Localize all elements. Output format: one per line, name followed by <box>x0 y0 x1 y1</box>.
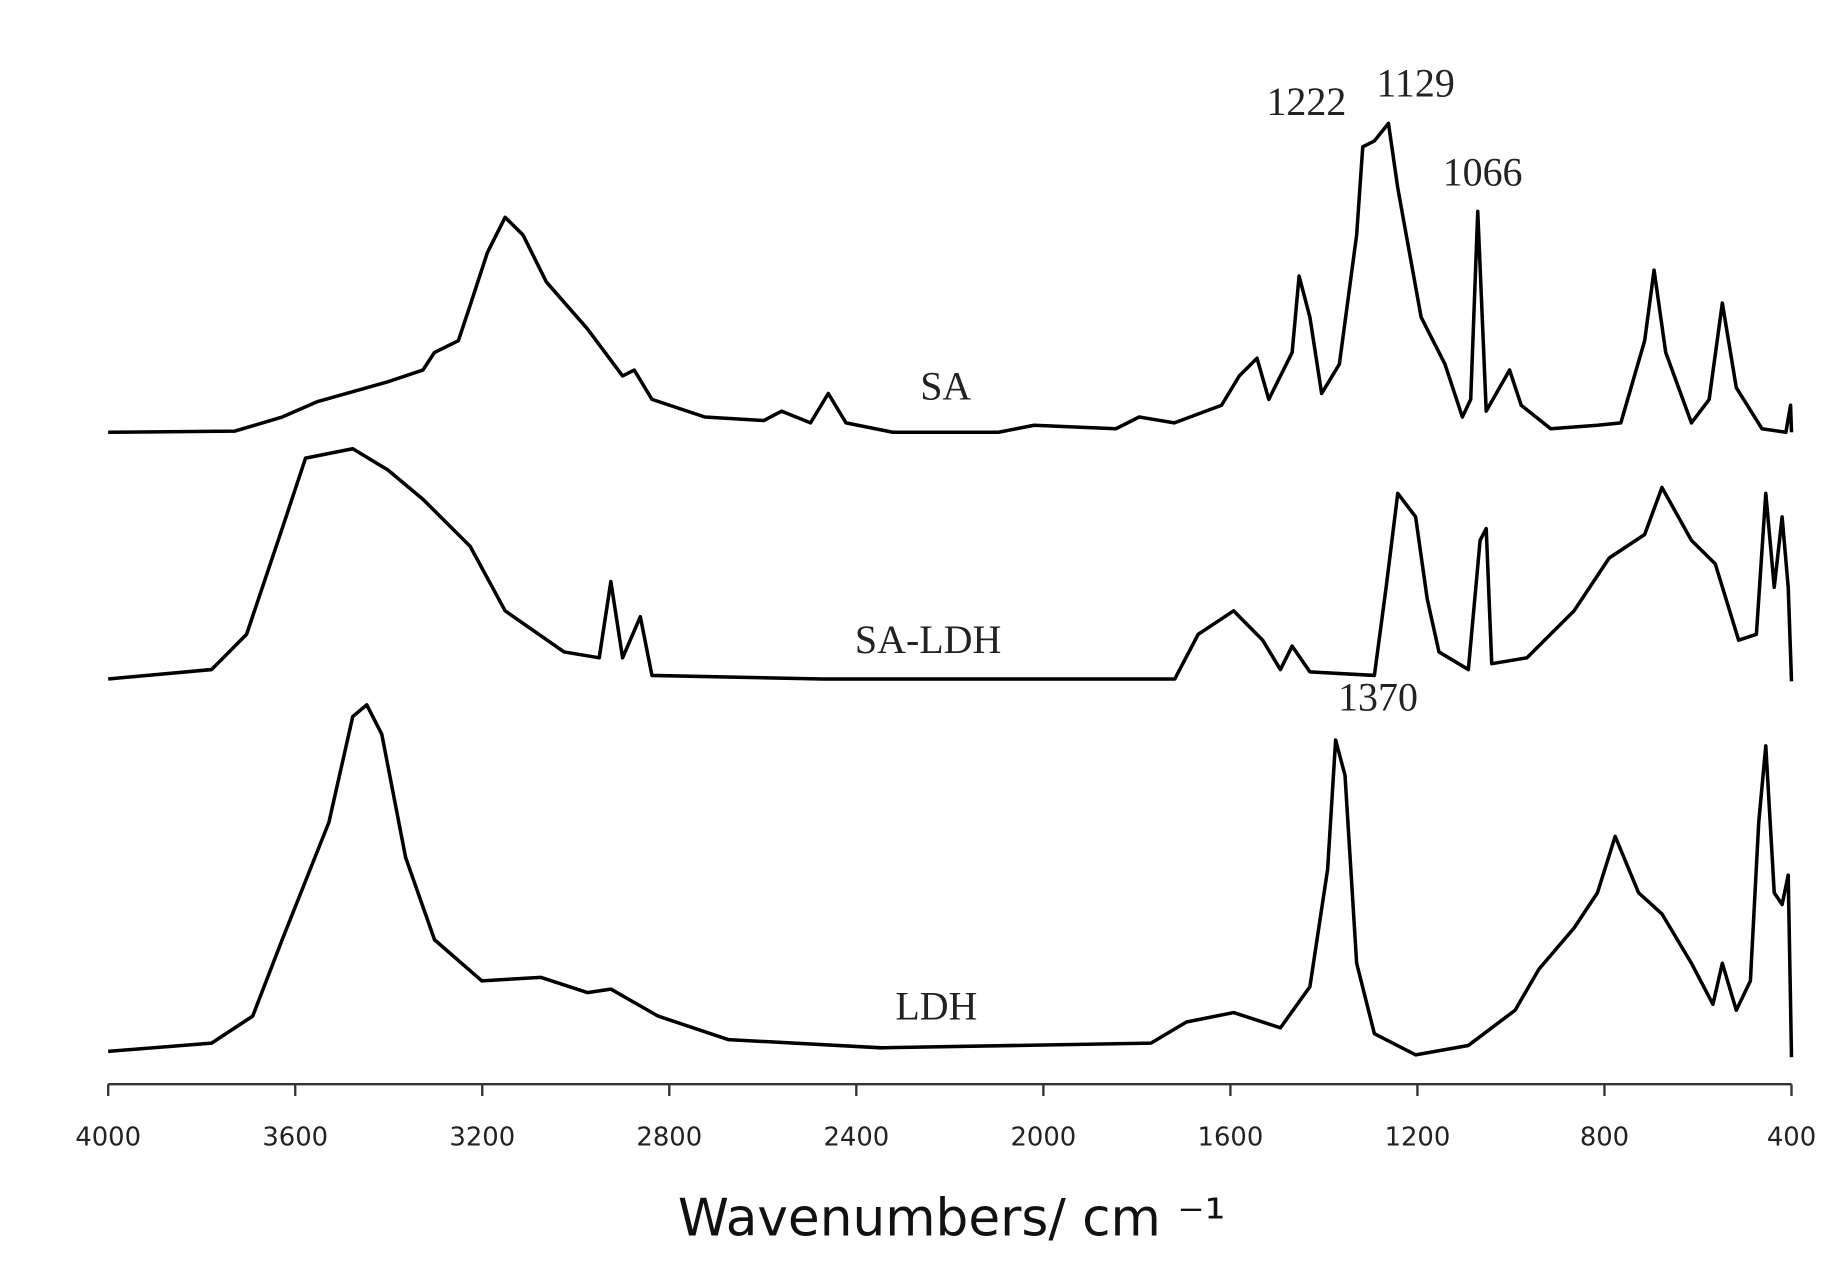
x-tick-label: 1600 <box>1198 1122 1264 1152</box>
x-tick-label: 2000 <box>1011 1122 1077 1152</box>
series-label: LDH <box>895 984 977 1029</box>
x-axis-label: Wavenumbers/ cm ⁻¹ <box>678 1189 1225 1249</box>
series-label: SA <box>920 363 971 408</box>
series-label: SA-LDH <box>855 617 1001 662</box>
x-tick-label: 400 <box>1767 1122 1816 1152</box>
x-tick-label: 800 <box>1580 1122 1629 1152</box>
x-tick-label: 1200 <box>1385 1122 1451 1152</box>
peak-annotation: 1370 <box>1338 675 1418 720</box>
spectrum-line <box>108 446 1794 682</box>
x-tick-label: 2800 <box>636 1122 702 1152</box>
x-tick-label: 3200 <box>449 1122 515 1152</box>
peak-annotation: 1129 <box>1376 60 1454 105</box>
peak-annotation: 1066 <box>1443 150 1523 195</box>
peak-annotation: 1222 <box>1266 79 1346 124</box>
spectrum-line <box>108 121 1794 435</box>
x-tick-label: 2400 <box>823 1122 889 1152</box>
spectrum-line <box>108 703 1794 1058</box>
x-tick-label: 3600 <box>262 1122 328 1152</box>
x-tick-label: 4000 <box>75 1122 141 1152</box>
